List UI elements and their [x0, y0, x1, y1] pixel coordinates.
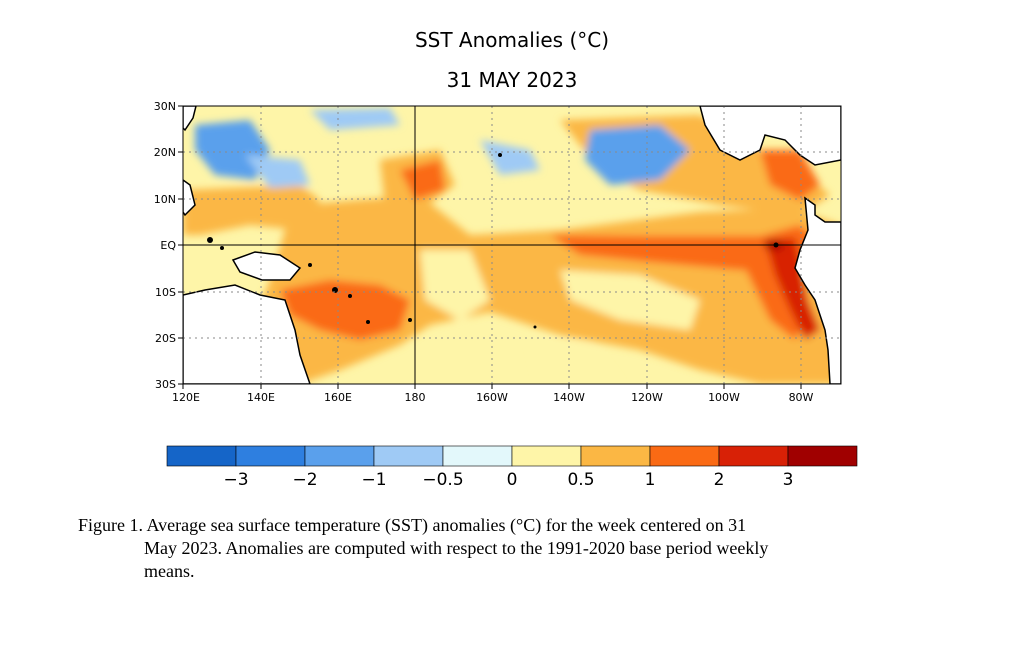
caption-line: Figure 1. Average sea surface temperatur…: [78, 515, 747, 535]
colorbar-swatch: [166, 445, 237, 467]
island-marks: [207, 153, 779, 329]
colorbar-label: −0.5: [422, 470, 463, 490]
colorbar-label: 3: [783, 470, 794, 490]
lat-label: 20S: [155, 332, 176, 345]
colorbar-swatch: [304, 445, 375, 467]
colorbar-swatch: [235, 445, 306, 467]
lat-label: 30N: [154, 100, 176, 113]
caption-line: May 2023. Anomalies are computed with re…: [144, 538, 769, 558]
lon-label: 120W: [631, 391, 663, 404]
lon-label: 140W: [553, 391, 585, 404]
lon-label: 160W: [476, 391, 508, 404]
colorbar-swatch: [580, 445, 651, 467]
colorbar-label: −2: [292, 470, 317, 490]
colorbar-label: −3: [223, 470, 248, 490]
map-title: SST Anomalies (°C): [414, 28, 610, 52]
colorbar-swatch: [442, 445, 513, 467]
colorbar-swatch: [511, 445, 582, 467]
colorbar-labels: −3 −2 −1 −0.5 0 0.5 1 2 3: [223, 470, 793, 490]
lon-label: 160E: [324, 391, 352, 404]
equator-dateline: [183, 106, 841, 384]
lon-label: 140E: [247, 391, 275, 404]
lat-label: 30S: [155, 378, 176, 391]
colorbar-swatch: [787, 445, 858, 467]
lat-label: 10N: [154, 193, 176, 206]
colorbar-label: 1: [645, 470, 656, 490]
colorbar-swatch: [373, 445, 444, 467]
lon-label: 100W: [708, 391, 740, 404]
colorbar-label: −1: [361, 470, 386, 490]
colorbar-swatch: [718, 445, 789, 467]
sst-anomaly-map: 30N 20N 10N EQ 10S 20S 30S 120E 140E 160…: [154, 100, 858, 490]
map-date: 31 MAY 2023: [446, 68, 578, 92]
lon-label: 180: [405, 391, 426, 404]
lat-label: 20N: [154, 146, 176, 159]
lon-label: 80W: [789, 391, 814, 404]
figure-caption: Figure 1. Average sea surface temperatur…: [78, 514, 938, 583]
lat-label: 10S: [155, 286, 176, 299]
colorbar-label: 2: [714, 470, 725, 490]
lon-label: 120E: [172, 391, 200, 404]
caption-line: means.: [144, 561, 195, 581]
lat-label: EQ: [160, 239, 176, 252]
colorbar-swatch: [649, 445, 720, 467]
colorbar: [166, 445, 858, 467]
colorbar-label: 0.5: [567, 470, 594, 490]
colorbar-label: 0: [507, 470, 518, 490]
